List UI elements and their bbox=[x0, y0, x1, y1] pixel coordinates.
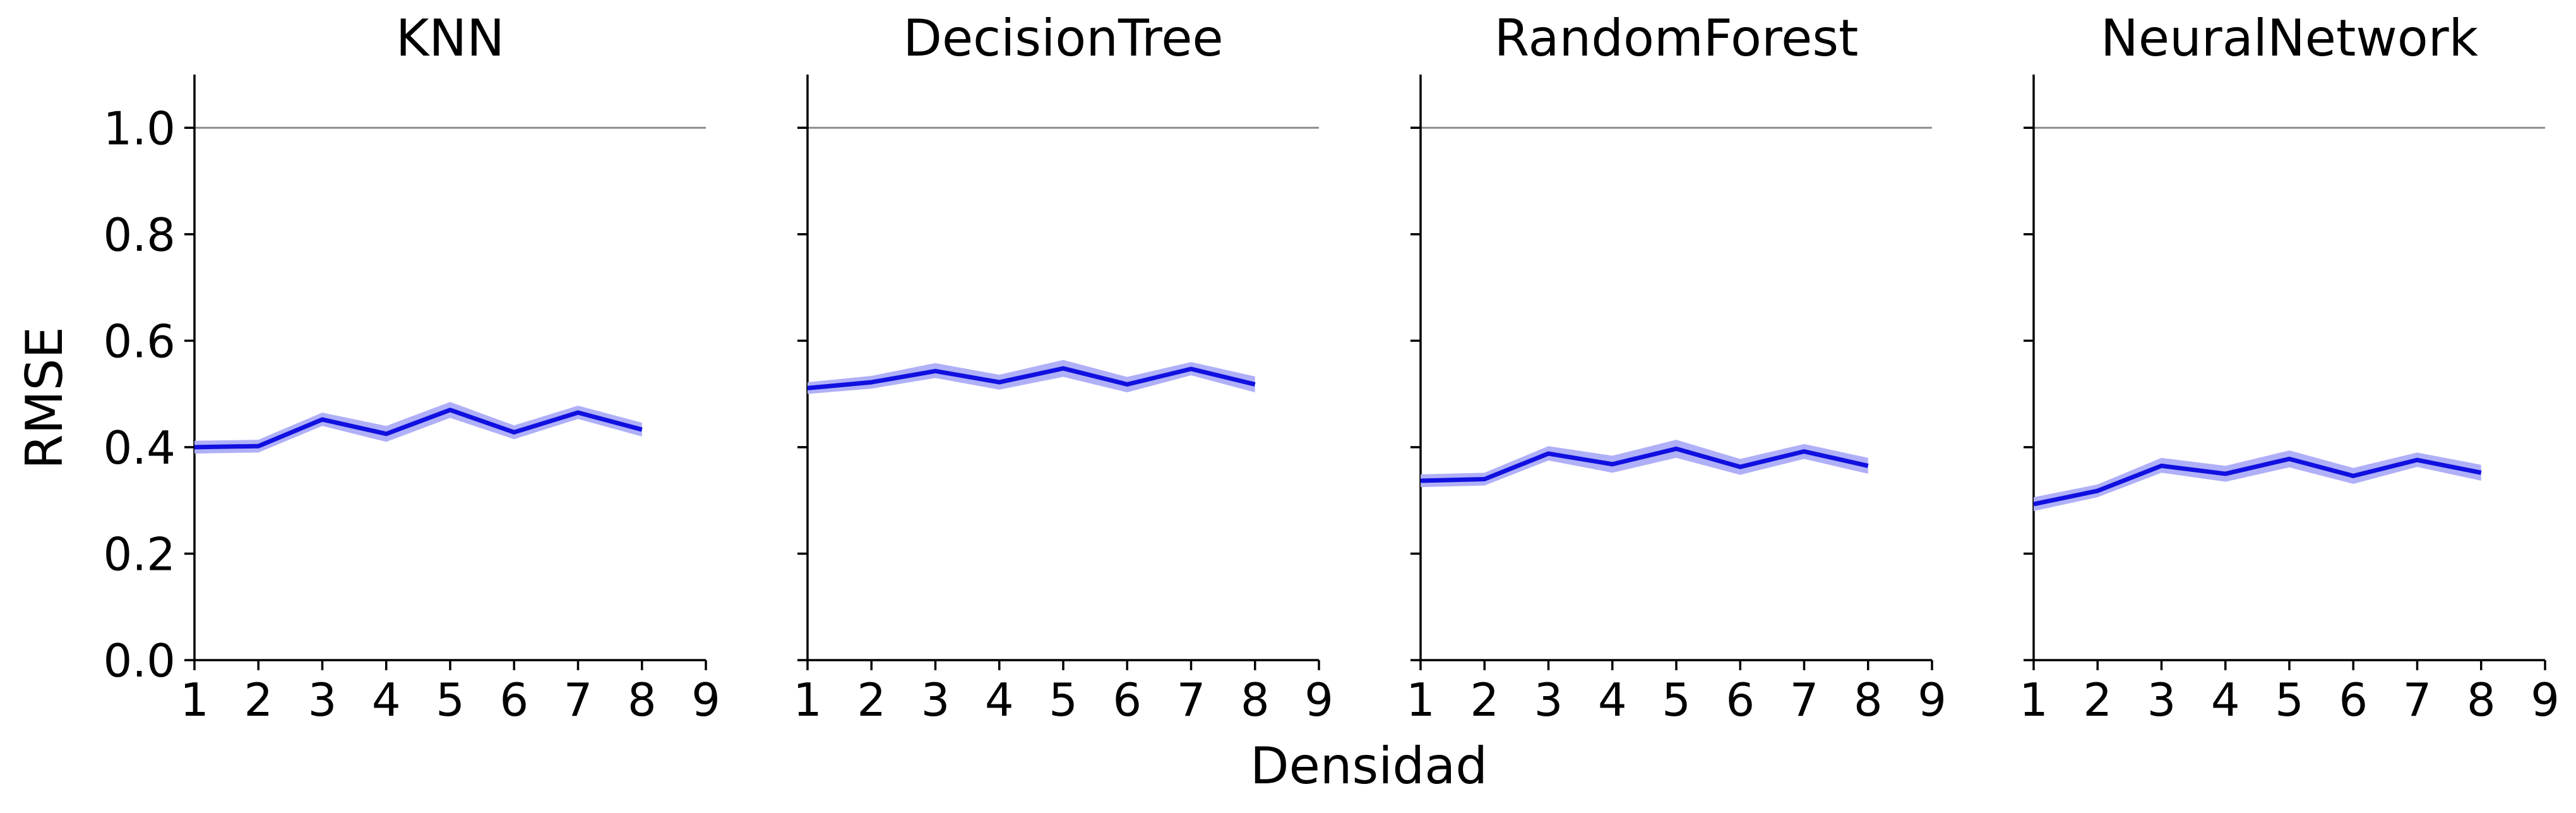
panel-title: NeuralNetwork bbox=[2101, 9, 2479, 68]
series-line bbox=[1420, 446, 1869, 483]
x-tick-label: 5 bbox=[1049, 673, 1078, 726]
x-tick-label: 6 bbox=[1726, 673, 1755, 726]
x-tick-label: 8 bbox=[2467, 673, 2496, 726]
x-tick-label: 5 bbox=[2275, 673, 2304, 726]
y-tick-label: 1.0 bbox=[103, 102, 176, 155]
x-tick-label: 7 bbox=[2403, 673, 2432, 726]
x-tick-label: 1 bbox=[793, 673, 822, 726]
x-tick-label: 2 bbox=[2083, 673, 2112, 726]
series-line bbox=[807, 366, 1256, 390]
y-tick-label: 0.4 bbox=[103, 421, 176, 474]
x-tick-label: 8 bbox=[1241, 673, 1270, 726]
y-tick-label: 0.2 bbox=[103, 527, 176, 581]
x-tick-label: 8 bbox=[628, 673, 657, 726]
x-axis-label: Densidad bbox=[1250, 737, 1488, 795]
series-line bbox=[2033, 456, 2482, 507]
x-tick-label: 2 bbox=[1470, 673, 1499, 726]
y-axis-label: RMSE bbox=[15, 327, 74, 469]
x-tick-label: 4 bbox=[1598, 673, 1627, 726]
x-tick-label: 3 bbox=[2147, 673, 2176, 726]
panel-1: 1 2 3 4 5 6 7 8 9 0.0 0.2 0.4 0.6 0.8 1.0 KNN bbox=[103, 9, 720, 726]
panel-title: DecisionTree bbox=[903, 9, 1223, 68]
panel-title: KNN bbox=[396, 9, 504, 68]
panel-title: RandomForest bbox=[1494, 9, 1859, 68]
series-line bbox=[194, 407, 643, 450]
x-tick-label: 1 bbox=[2019, 673, 2048, 726]
panel-3: 1 2 3 4 5 6 7 8 9 RandomForest bbox=[1406, 9, 1947, 726]
y-tick-label: 0.8 bbox=[103, 208, 176, 262]
x-tick-label: 5 bbox=[436, 673, 465, 726]
confidence-band bbox=[2034, 450, 2481, 512]
confidence-band bbox=[1421, 440, 1868, 488]
x-tick-label: 9 bbox=[1917, 673, 1947, 726]
x-tick-label: 1 bbox=[1406, 673, 1435, 726]
x-tick-label: 7 bbox=[1177, 673, 1206, 726]
x-tick-label: 4 bbox=[2211, 673, 2240, 726]
x-tick-label: 9 bbox=[1304, 673, 1333, 726]
x-tick-label: 6 bbox=[499, 673, 528, 726]
x-tick-label: 4 bbox=[372, 673, 401, 726]
confidence-band bbox=[194, 402, 642, 454]
x-tick-label: 4 bbox=[985, 673, 1014, 726]
y-tick-label: 0.6 bbox=[103, 315, 176, 368]
x-tick-label: 3 bbox=[308, 673, 337, 726]
y-tick-label: 0.0 bbox=[103, 634, 176, 687]
x-tick-label: 3 bbox=[921, 673, 950, 726]
x-tick-label: 8 bbox=[1854, 673, 1883, 726]
x-tick-label: 1 bbox=[180, 673, 209, 726]
x-tick-label: 9 bbox=[2531, 673, 2560, 726]
panel-2: 1 2 3 4 5 6 7 8 9 DecisionTree bbox=[793, 9, 1333, 726]
x-tick-label: 2 bbox=[857, 673, 886, 726]
x-tick-label: 9 bbox=[691, 673, 720, 726]
x-tick-label: 6 bbox=[1112, 673, 1142, 726]
x-tick-label: 7 bbox=[1790, 673, 1819, 726]
x-tick-label: 3 bbox=[1534, 673, 1563, 726]
panel-4: 1 2 3 4 5 6 7 8 9 NeuralNetwork bbox=[2019, 9, 2560, 726]
x-tick-label: 5 bbox=[1662, 673, 1691, 726]
x-tick-label: 2 bbox=[244, 673, 273, 726]
x-tick-label: 6 bbox=[2339, 673, 2368, 726]
x-tick-label: 7 bbox=[564, 673, 593, 726]
